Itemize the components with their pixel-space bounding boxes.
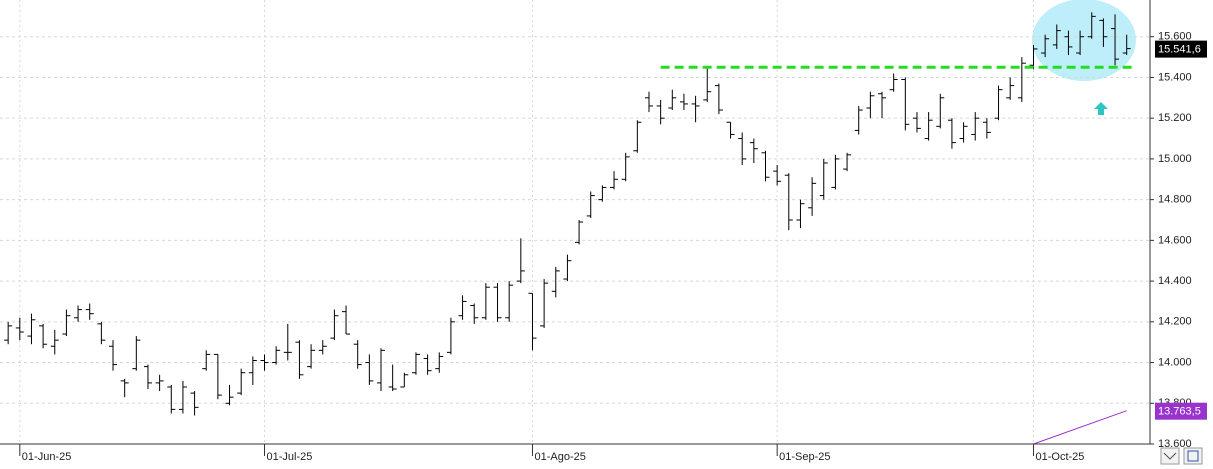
button-icon: [1163, 452, 1177, 460]
save-icon: [1187, 450, 1199, 462]
x-tick-label: 01-Jul-25: [266, 451, 312, 463]
save-button[interactable]: [1183, 447, 1203, 465]
y-tick-label: 14.000: [1158, 356, 1192, 368]
y-tick-label: 14.400: [1158, 275, 1192, 287]
x-tick-label: 01-Jun-25: [22, 451, 72, 463]
up-arrow: [1094, 102, 1108, 115]
x-tick-label: 01-Sep-25: [779, 451, 830, 463]
plot-area: [0, 0, 1150, 445]
y-tick-label: 14.600: [1158, 234, 1192, 246]
y-tick-label: 15.600: [1158, 31, 1192, 43]
last-price-label: 15.541,6: [1158, 44, 1201, 56]
indicator-label: 13.763,5: [1158, 406, 1201, 418]
indicator-line: [1033, 410, 1127, 445]
last-price-box: [1155, 40, 1207, 58]
indicator-box: [1155, 402, 1207, 420]
highlight-ellipse: [1032, 0, 1136, 81]
y-tick-label: 14.800: [1158, 194, 1192, 206]
y-tick-label: 15.200: [1158, 112, 1192, 124]
x-tick-label: 01-Ago-25: [534, 451, 585, 463]
y-tick-label: 15.000: [1158, 153, 1192, 165]
y-tick-label: 13.600: [1158, 438, 1192, 450]
x-tick-label: 01-Oct-25: [1035, 451, 1084, 463]
y-tick-label: 15.800: [1158, 0, 1192, 2]
y-tick-label: 15.400: [1158, 71, 1192, 83]
y-tick-label: 14.200: [1158, 316, 1192, 328]
button[interactable]: [1160, 447, 1180, 465]
